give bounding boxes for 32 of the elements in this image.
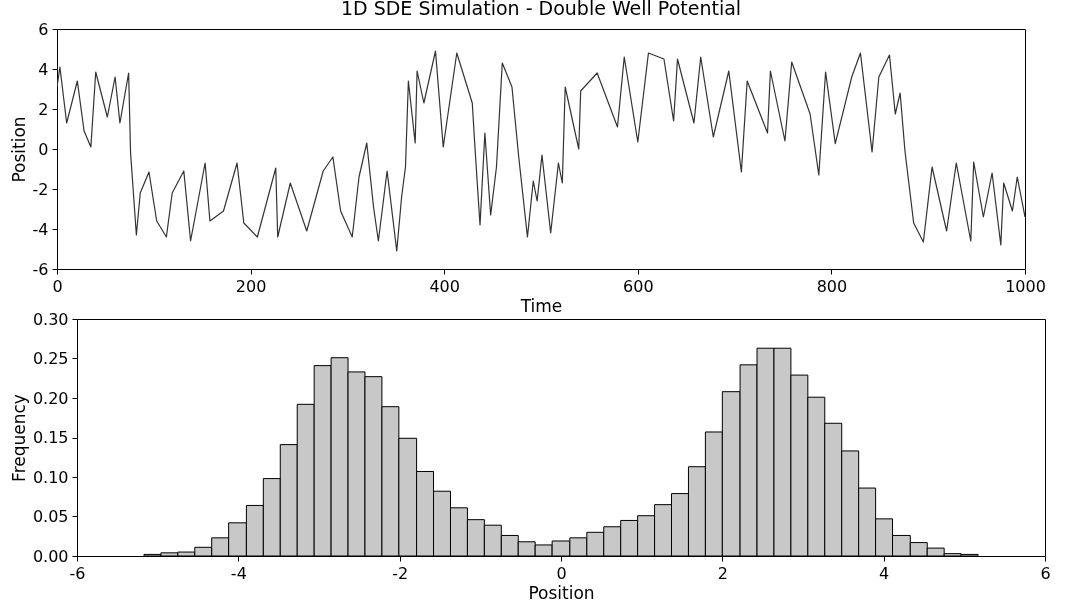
y-tick-label: 4 (38, 59, 49, 79)
x-tick-label: 4 (879, 563, 890, 583)
x-tick-label: -4 (230, 563, 247, 583)
x-tick-label: 200 (235, 276, 267, 296)
y-tick-label: 0.10 (32, 467, 69, 487)
x-tick-label: 6 (1040, 563, 1051, 583)
x-tick-label: -2 (392, 563, 409, 583)
y-tick-label: -4 (32, 219, 49, 239)
x-axis-title: Position (528, 582, 595, 602)
x-tick-label: 1000 (1005, 276, 1046, 296)
y-tick-label: 0 (38, 139, 49, 159)
y-tick-label: 6 (38, 19, 49, 39)
y-tick-label: 2 (38, 99, 49, 119)
x-tick-label: 600 (623, 276, 654, 296)
y-tick-label: 0.25 (32, 349, 69, 368)
x-tick-label: 0 (556, 563, 567, 583)
x-tick-label: 2 (717, 563, 728, 583)
x-tick-label: 400 (429, 276, 460, 296)
y-tick-label: 0.20 (32, 388, 69, 408)
y-tick-label: 0.05 (32, 507, 69, 526)
y-tick-label: -2 (32, 179, 49, 199)
x-tick-label: -6 (69, 563, 86, 583)
line-series (57, 50, 1025, 252)
y-tick-label: 0.15 (32, 428, 69, 447)
y-tick-label: -6 (32, 259, 49, 279)
chart-title: 1D SDE Simulation - Double Well Potential (340, 0, 742, 19)
x-axis-title: Time (519, 295, 563, 316)
y-tick-label: 0.00 (32, 546, 69, 566)
y-tick-label: 0.30 (32, 309, 69, 329)
y-axis-title: Position (8, 116, 29, 183)
y-axis-title: Frequency (8, 394, 29, 482)
x-tick-label: 800 (816, 276, 848, 296)
